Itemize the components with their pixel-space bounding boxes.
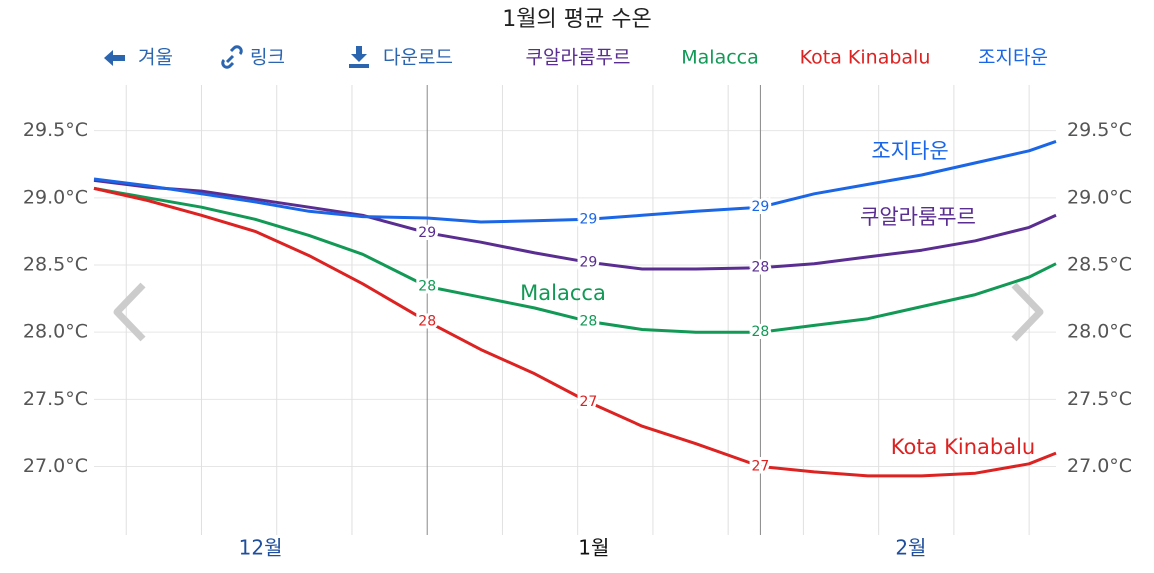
data-label: 28 [418,313,436,329]
data-label: 29 [418,225,436,241]
y-tick-label: 27.5°C [23,388,88,410]
x-tick-label: 1월 [578,536,609,560]
y2-tick-label: 29.0°C [1067,186,1132,208]
series-line [93,139,1057,224]
y-tick-label: 29.5°C [23,119,88,141]
data-label: 29 [580,254,598,270]
chart-title: 1월의 평균 수온 [502,7,651,32]
x-tick-label: 12월 [239,536,283,560]
data-label: 28 [418,278,436,294]
legend-entry: Kota Kinabalu [800,47,931,69]
series-line [93,186,1057,334]
back-button[interactable]: 겨울 [104,47,173,69]
series-line [93,186,1057,478]
data-label: 28 [751,324,769,340]
legend-entry: Malacca [681,47,759,69]
y2-tick-label: 27.5°C [1067,388,1132,410]
x-tick-label: 2월 [895,536,926,560]
data-label: 27 [580,394,598,410]
y-tick-label: 28.5°C [23,254,88,276]
download-button[interactable]: 다운로드 [349,46,453,69]
back-icon [104,50,125,66]
plot: 27.0°C 27.0°C 27.5°C 27.5°C 28.0°C 28.0°C 28.5… [23,85,1132,560]
series-label: Kota Kinabalu [891,435,1035,459]
y2-tick-label: 29.5°C [1067,119,1132,141]
y-tick-label: 27.0°C [23,455,88,477]
prev-arrow[interactable] [113,282,146,342]
data-label: 27 [751,458,769,474]
data-label: 28 [751,260,769,276]
y2-tick-label: 28.5°C [1067,254,1132,276]
download-label: 다운로드 [383,47,453,69]
series-label: 쿠알라룸푸르 [860,205,976,229]
link-button[interactable]: 링크 [221,45,285,69]
series-line [93,178,1057,271]
y2-tick-label: 28.0°C [1067,321,1132,343]
next-arrow[interactable] [1011,282,1044,342]
back-label: 겨울 [138,47,173,69]
download-icon [349,46,369,68]
data-label: 29 [580,211,598,227]
y-tick-label: 28.0°C [23,321,88,343]
series-label: Malacca [520,281,606,305]
y-tick-label: 29.0°C [23,186,88,208]
legend-entry: 조지타운 [978,47,1048,69]
legend-entry: 쿠알라룸푸르 [526,47,631,69]
series-label: 조지타운 [871,139,948,163]
link-icon [221,45,243,69]
data-label: 28 [580,313,598,329]
y2-tick-label: 27.0°C [1067,455,1132,477]
link-label: 링크 [250,47,285,69]
data-label: 29 [751,199,769,215]
